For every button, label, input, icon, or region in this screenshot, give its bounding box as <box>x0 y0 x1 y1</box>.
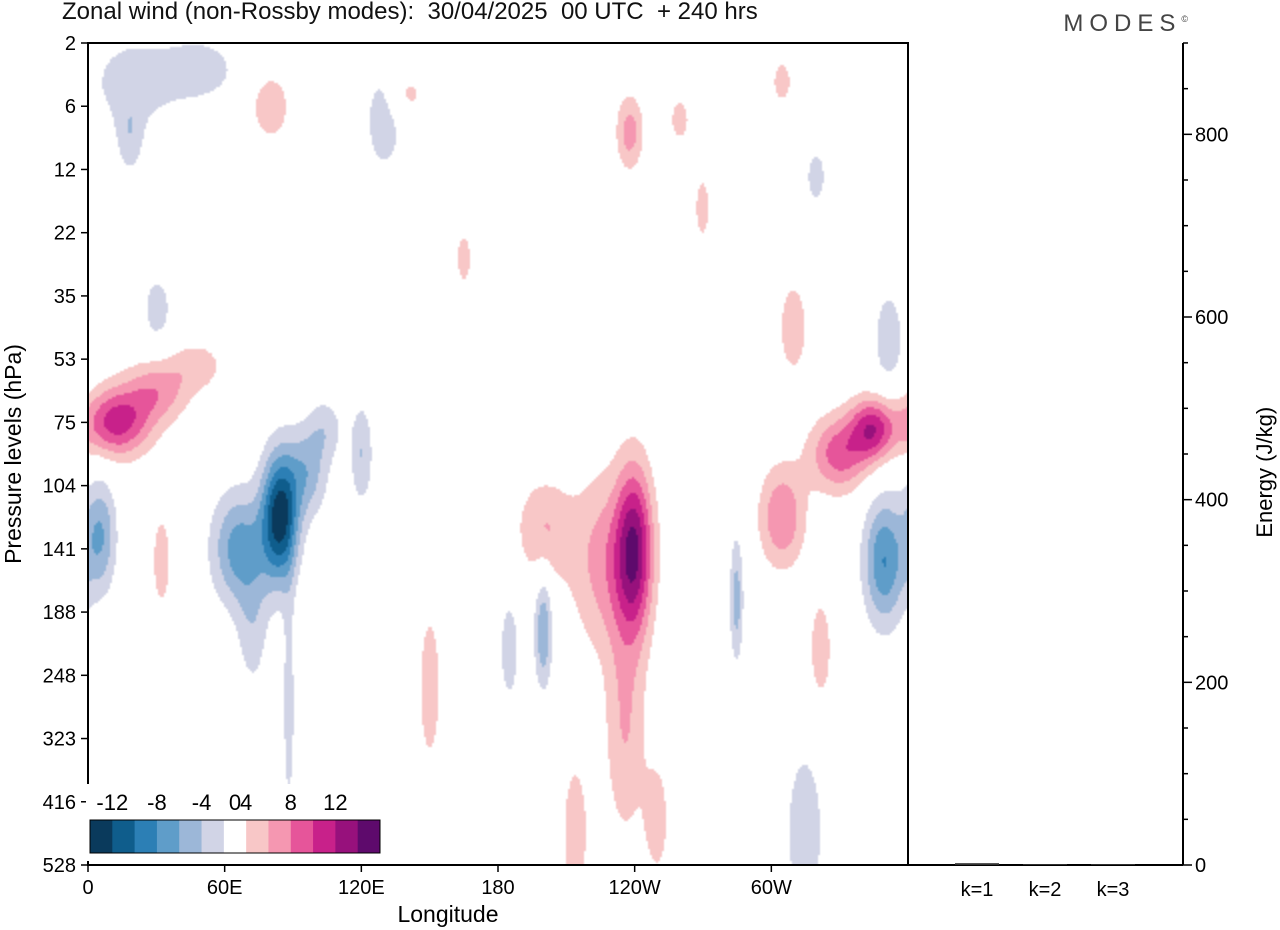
energy-bar-chart: 0 200 400 600 800 Energy (J/kg) k=1 k=2 k=3 <box>908 42 1277 901</box>
colorbar-label: 4 <box>240 790 252 815</box>
y-tick-label: 248 <box>43 665 76 687</box>
chart-title: Zonal wind (non-Rossby modes): 30/04/202… <box>62 0 758 25</box>
colorbar-label: -12 <box>96 790 128 815</box>
y-tick-label: 188 <box>43 602 76 624</box>
colorbar-swatch <box>179 820 203 853</box>
colorbar-label: -4 <box>192 790 212 815</box>
energy-bar-k2 <box>1023 864 1067 865</box>
colorbar-swatch <box>313 820 336 853</box>
colorbar-swatch <box>335 820 359 853</box>
energy-category-label: k=1 <box>961 879 994 901</box>
wind-field-heatmap <box>88 43 908 865</box>
x-tick-label: 120E <box>338 877 385 899</box>
energy-axis-label: Energy (J/kg) <box>1252 407 1277 538</box>
colorbar-swatch <box>268 820 292 853</box>
y-tick-label: 528 <box>43 855 76 877</box>
colorbar-swatch <box>134 820 158 853</box>
heatmap-plot-area <box>88 43 908 865</box>
y-tick-label: 141 <box>43 539 76 561</box>
y-axis-label: Pressure levels (hPa) <box>0 344 26 564</box>
energy-bar-k1 <box>955 863 999 865</box>
colorbar-swatch <box>357 820 381 853</box>
colorbar-swatch <box>290 820 314 853</box>
x-tick-label: 60E <box>207 877 243 899</box>
colorbar-swatch <box>246 820 269 853</box>
y-tick-label: 35 <box>54 286 76 308</box>
energy-category-label: k=3 <box>1097 879 1130 901</box>
y-tick-label: 22 <box>54 223 76 245</box>
energy-y-tick-label: 0 <box>1195 855 1206 877</box>
y-tick-label: 2 <box>65 33 76 55</box>
colorbar-frame <box>89 819 381 854</box>
energy-y-tick-label: 600 <box>1195 307 1228 329</box>
y-tick-label: 12 <box>54 159 76 181</box>
colorbar-label: 8 <box>285 790 297 815</box>
y-tick-label: 75 <box>54 412 76 434</box>
y-tick-label: 323 <box>43 729 76 751</box>
x-tick-label: 120W <box>609 877 661 899</box>
y-tick-label: 53 <box>54 349 76 371</box>
energy-y-tick-label: 800 <box>1195 124 1228 146</box>
colorbar-swatch <box>90 820 113 853</box>
energy-y-tick-label: 400 <box>1195 490 1228 512</box>
energy-y-tick-label: 200 <box>1195 672 1228 694</box>
colorbar-label: -8 <box>147 790 167 815</box>
colorbar-swatch <box>112 820 136 853</box>
x-axis-label: Longitude <box>397 901 498 927</box>
energy-bar-k3 <box>1091 864 1135 865</box>
y-tick-label: 6 <box>65 96 76 118</box>
modes-logo: MODES© <box>1063 10 1188 37</box>
y-tick-label: 104 <box>43 476 76 498</box>
colorbar: -12 -8 -4 04 8 12 <box>86 784 384 861</box>
colorbar-swatch <box>223 820 247 853</box>
y-tick-label: 416 <box>43 792 76 814</box>
colorbar-swatch <box>156 820 180 853</box>
x-tick-label: 60W <box>751 877 792 899</box>
colorbar-swatch <box>201 820 225 853</box>
colorbar-label: 0 <box>229 790 241 815</box>
x-tick-label: 180 <box>481 877 514 899</box>
energy-category-label: k=2 <box>1029 879 1062 901</box>
colorbar-label: 12 <box>323 790 347 815</box>
x-tick-label: 0 <box>82 877 93 899</box>
